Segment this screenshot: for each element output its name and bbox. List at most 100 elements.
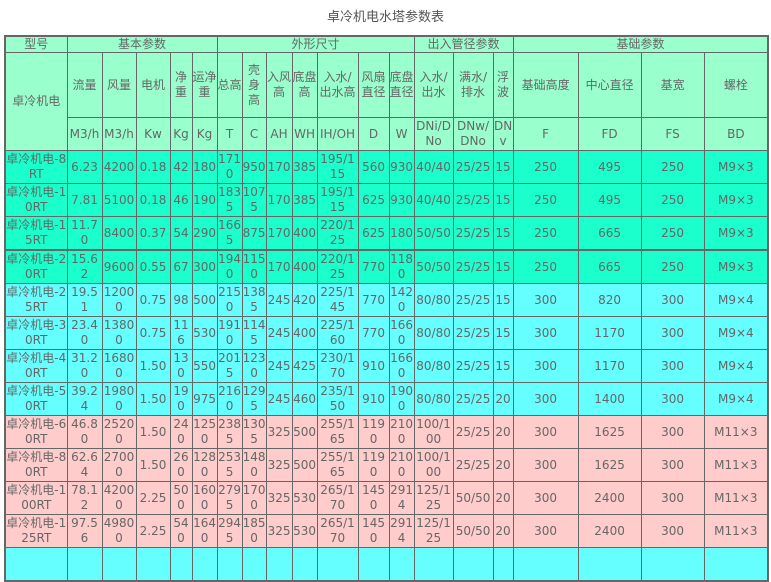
value-cell: 1190 [357, 448, 390, 482]
column-header: 入水/出水高 [316, 52, 359, 118]
value-cell: 540 [169, 514, 193, 548]
value-cell: 1710 [216, 150, 243, 184]
value-cell: 39.24 [66, 382, 103, 416]
unit-header: T [216, 117, 243, 151]
value-cell: 125/125 [413, 481, 454, 515]
value-cell: 15 [492, 183, 514, 217]
value-cell [316, 547, 359, 582]
value-cell: 500 [291, 448, 318, 482]
unit-header: FD [577, 117, 642, 151]
value-cell: 420 [291, 283, 318, 317]
value-cell: 0.18 [135, 183, 171, 217]
value-cell: 25/25 [452, 382, 494, 416]
value-cell: 170 [265, 150, 293, 184]
unit-header: W [388, 117, 415, 151]
value-cell: 19.51 [66, 283, 103, 317]
model-cell: 卓冷机电-10RT [4, 183, 68, 217]
value-cell: M9×4 [703, 349, 769, 383]
value-cell: M9×3 [703, 183, 769, 217]
value-cell: 2.25 [135, 481, 171, 515]
value-cell: 875 [241, 216, 267, 251]
value-cell: 25/25 [452, 249, 494, 284]
value-cell [577, 547, 642, 582]
value-cell: 1940 [216, 249, 243, 284]
value-cell: 910 [357, 349, 390, 383]
value-cell: 220/125 [316, 249, 359, 284]
value-cell: 300 [640, 382, 705, 416]
value-cell: 250 [512, 216, 579, 251]
value-cell: 195/115 [316, 150, 359, 184]
value-cell: 19800 [101, 382, 137, 416]
value-cell: 23.40 [66, 316, 103, 350]
column-header: 满水/排水 [452, 52, 494, 118]
column-header: 入风高 [265, 52, 293, 118]
value-cell: 25/25 [452, 283, 494, 317]
value-cell: 40/40 [413, 183, 454, 217]
value-cell: 770 [357, 249, 390, 284]
model-label: 卓冷机电 [4, 52, 68, 151]
value-cell: 300 [512, 316, 579, 350]
value-cell: 2150 [216, 283, 243, 317]
value-cell: 1.50 [135, 349, 171, 383]
value-cell: 225/145 [316, 283, 359, 317]
model-cell: 卓冷机电-25RT [4, 283, 68, 317]
value-cell [265, 547, 293, 582]
value-cell: 560 [357, 150, 390, 184]
unit-header: Kg [191, 117, 218, 151]
value-cell: 230/170 [316, 349, 359, 383]
group-model: 型号 [4, 35, 68, 53]
value-cell: 325 [265, 448, 293, 482]
value-cell [216, 547, 243, 582]
value-cell: 250 [512, 150, 579, 184]
column-header: 基宽 [640, 52, 705, 118]
table-row: 卓冷机电-60RT 46.80 25200 1.50 240 1250 2385 1305 32… [4, 415, 769, 449]
value-cell: 1640 [191, 514, 218, 548]
value-cell [640, 547, 705, 582]
value-cell: 125/125 [413, 514, 454, 548]
value-cell: 8400 [101, 216, 137, 251]
value-cell: 385 [291, 150, 318, 184]
value-cell: 1450 [357, 514, 390, 548]
value-cell: 1190 [357, 415, 390, 449]
value-cell: 530 [191, 316, 218, 350]
value-cell [135, 547, 171, 582]
value-cell: 1295 [241, 382, 267, 416]
unit-header: Kw [135, 117, 171, 151]
value-cell [191, 547, 218, 582]
value-cell: 15.62 [66, 249, 103, 284]
column-header: 中心直径 [577, 52, 642, 118]
value-cell: 180 [191, 150, 218, 184]
value-cell: 78.12 [66, 481, 103, 515]
value-cell: 170 [265, 249, 293, 284]
value-cell: 2914 [388, 481, 415, 515]
value-cell: 1170 [577, 316, 642, 350]
value-cell: 80/80 [413, 382, 454, 416]
value-cell: 1230 [241, 349, 267, 383]
value-cell: 1.50 [135, 448, 171, 482]
value-cell: 425 [291, 349, 318, 383]
value-cell: 2400 [577, 514, 642, 548]
column-header: 风量 [101, 52, 137, 118]
value-cell: 930 [388, 183, 415, 217]
value-cell [452, 547, 494, 582]
value-cell: 1480 [241, 448, 267, 482]
table-row: 卓冷机电-40RT 31.20 16800 1.50 130 550 2015 1230 245… [4, 349, 769, 383]
value-cell: 20 [492, 514, 514, 548]
model-cell: 卓冷机电-125RT [4, 514, 68, 548]
value-cell: 250 [640, 150, 705, 184]
value-cell: 13800 [101, 316, 137, 350]
unit-header: WH [291, 117, 318, 151]
unit-header-row: M3/h M3/h Kw Kg Kg T C AH WH IH/OH D W DNi/DNo DNw/DN… [5, 117, 769, 151]
value-cell: 1625 [577, 415, 642, 449]
value-cell: 2015 [216, 349, 243, 383]
value-cell: M9×4 [703, 283, 769, 317]
value-cell: 250 [512, 249, 579, 284]
value-cell: 80/80 [413, 349, 454, 383]
value-cell: 300 [512, 349, 579, 383]
value-cell: 300 [640, 415, 705, 449]
value-cell: 265/170 [316, 514, 359, 548]
table-row: 卓冷机电-30RT 23.40 13800 0.75 116 530 1910 1145 245… [4, 316, 769, 350]
value-cell: 400 [291, 316, 318, 350]
value-cell: 80/80 [413, 283, 454, 317]
value-cell: 1.50 [135, 382, 171, 416]
